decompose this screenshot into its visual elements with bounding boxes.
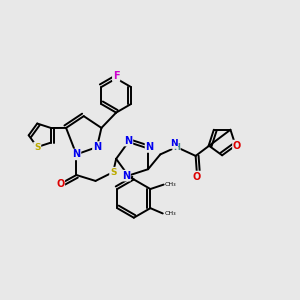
Text: N: N (122, 171, 130, 181)
Text: S: S (34, 142, 40, 152)
Text: F: F (113, 71, 119, 81)
Text: CH₃: CH₃ (164, 211, 176, 216)
Text: CH₃: CH₃ (165, 182, 177, 187)
Text: O: O (56, 179, 64, 189)
Text: S: S (110, 168, 116, 177)
Text: N: N (170, 139, 177, 148)
Text: N: N (124, 136, 132, 146)
Text: N: N (72, 149, 80, 159)
Text: O: O (193, 172, 201, 182)
Text: N: N (93, 142, 101, 152)
Text: N: N (146, 142, 154, 152)
Text: O: O (233, 140, 241, 151)
Text: H: H (173, 142, 180, 152)
